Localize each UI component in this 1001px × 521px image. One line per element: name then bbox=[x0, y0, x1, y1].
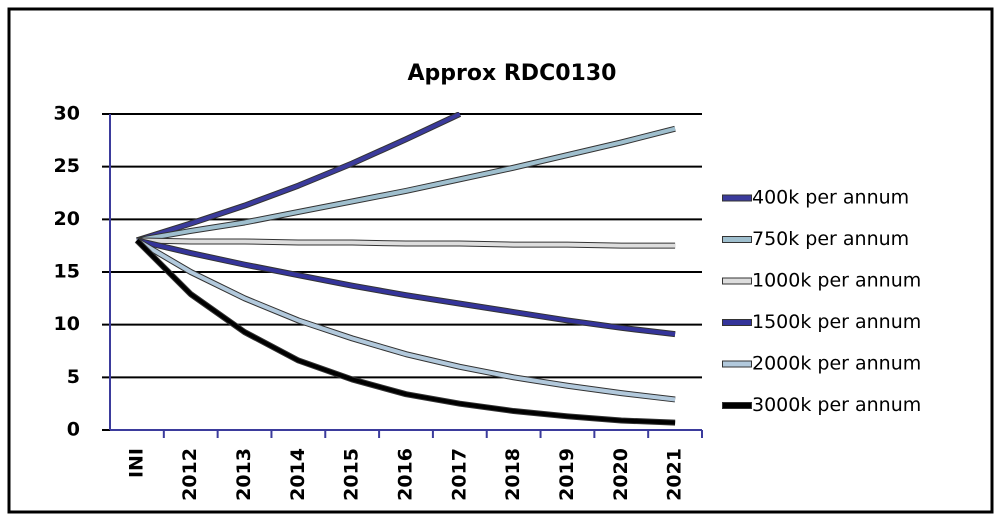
x-tick-label: 2018 bbox=[502, 448, 524, 501]
x-tick-label: 2017 bbox=[448, 448, 470, 501]
y-tick-label: 30 bbox=[54, 103, 80, 125]
y-tick-label: 10 bbox=[54, 313, 80, 335]
legend-label: 750k per annum bbox=[752, 228, 909, 250]
series-line bbox=[135, 238, 676, 425]
legend-label: 2000k per annum bbox=[752, 353, 921, 375]
x-tick-label: 2016 bbox=[395, 448, 417, 501]
chart-title: Approx RDC0130 bbox=[408, 61, 617, 86]
x-tick-label: 2012 bbox=[179, 448, 201, 501]
x-tick-label: 2020 bbox=[610, 448, 632, 501]
series-line bbox=[136, 126, 676, 243]
x-tick-label: 2019 bbox=[556, 448, 578, 501]
x-tick-label: 2021 bbox=[664, 448, 686, 501]
series-line bbox=[136, 238, 676, 337]
x-tick-label: INI bbox=[125, 448, 147, 478]
legend-label: 3000k per annum bbox=[752, 394, 921, 416]
x-tick-label: 2015 bbox=[341, 448, 363, 501]
series-line bbox=[135, 238, 676, 402]
y-tick-label: 15 bbox=[54, 261, 80, 283]
x-tick-label: 2013 bbox=[233, 448, 255, 501]
legend-label: 400k per annum bbox=[752, 187, 909, 209]
legend-label: 1000k per annum bbox=[752, 270, 921, 292]
legend-label: 1500k per annum bbox=[752, 311, 921, 333]
y-tick-label: 20 bbox=[54, 208, 80, 230]
y-tick-label: 5 bbox=[67, 366, 80, 388]
series-line bbox=[136, 238, 676, 248]
y-tick-label: 25 bbox=[54, 155, 80, 177]
series-line bbox=[136, 112, 461, 243]
y-tick-label: 0 bbox=[67, 419, 80, 441]
x-tick-label: 2014 bbox=[287, 448, 309, 501]
plot-area bbox=[134, 112, 676, 426]
